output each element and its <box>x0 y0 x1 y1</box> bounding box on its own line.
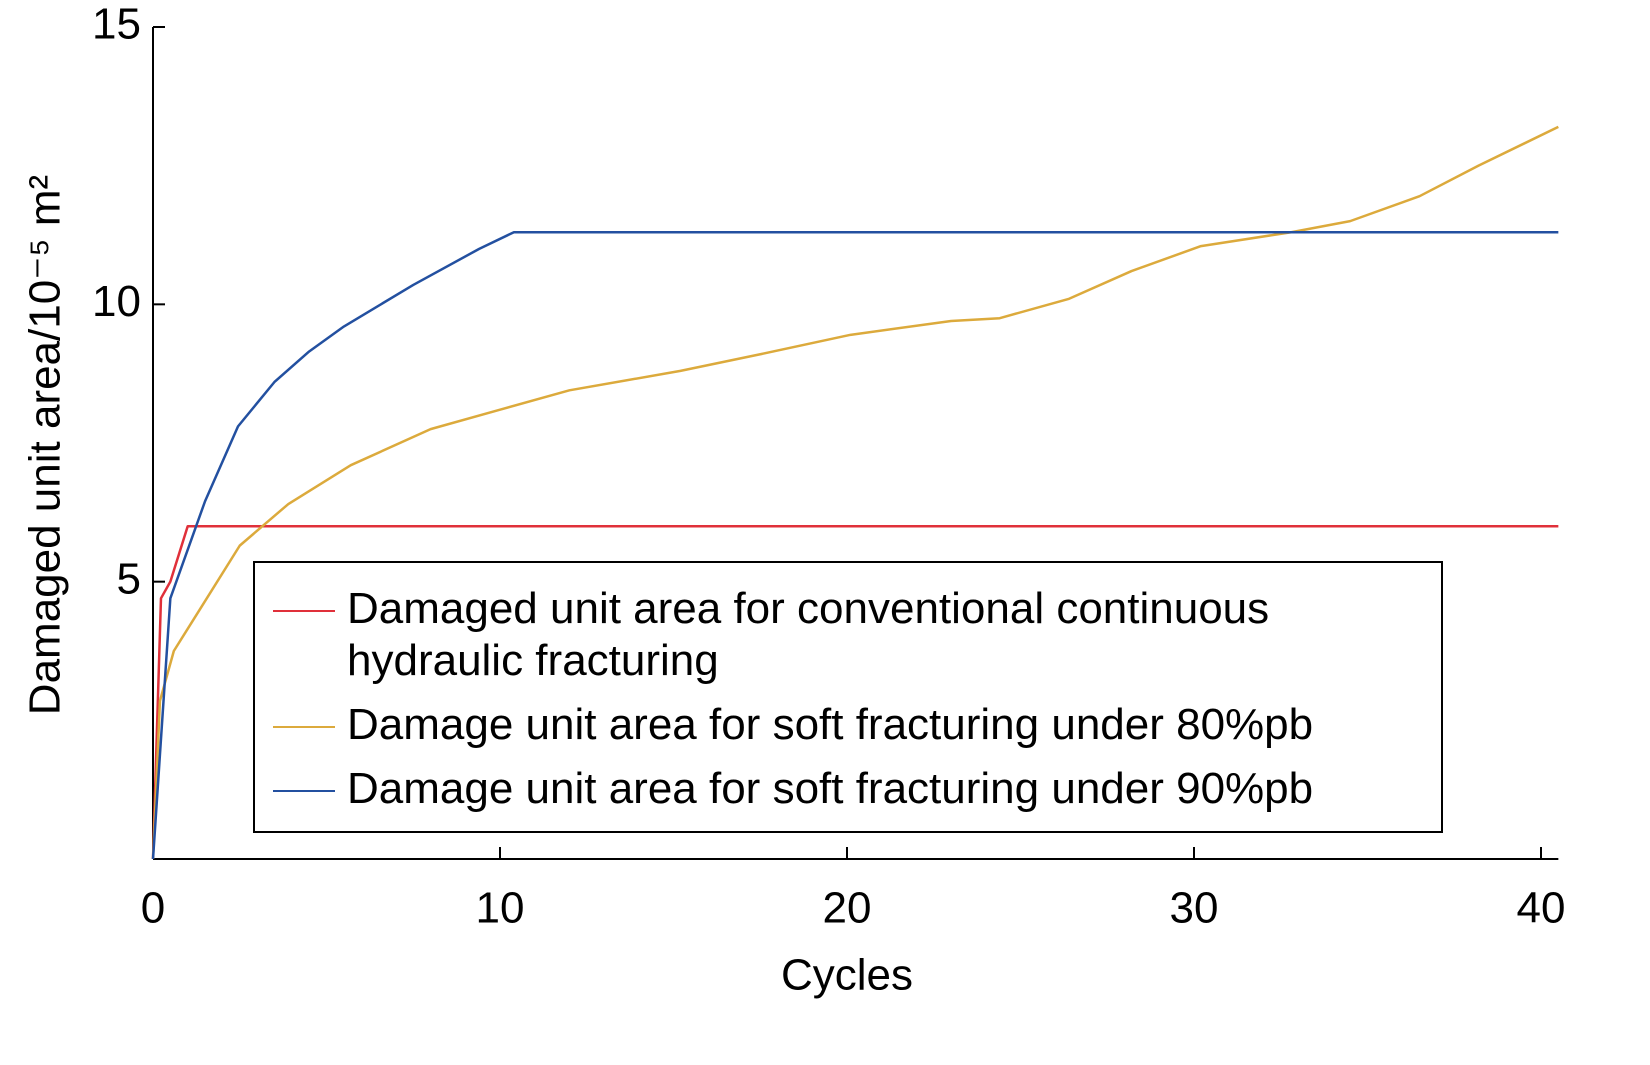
legend-entry: Damaged unit area for conventional conti… <box>273 583 1417 687</box>
x-tick-label: 20 <box>823 884 872 933</box>
line-series <box>151 125 1559 860</box>
legend-swatch <box>273 790 335 792</box>
legend-swatch <box>273 610 335 612</box>
legend-label: Damaged unit area for conventional conti… <box>347 584 1270 685</box>
x-tick-label: 30 <box>1170 884 1219 933</box>
legend-entry: Damage unit area for soft fracturing und… <box>273 699 1417 751</box>
x-tick-label: 0 <box>141 884 165 933</box>
legend-swatch <box>273 726 335 728</box>
line-series <box>151 524 1559 860</box>
legend-entry: Damage unit area for soft fracturing und… <box>273 763 1417 815</box>
legend: Damaged unit area for conventional conti… <box>253 561 1443 833</box>
y-tick-label: 5 <box>117 554 141 603</box>
x-tick-label: 10 <box>476 884 525 933</box>
y-axis-label: Damaged unit area/10⁻⁵ m² <box>21 175 70 715</box>
y-tick-label: 15 <box>92 0 141 49</box>
legend-label: Damage unit area for soft fracturing und… <box>347 700 1314 749</box>
x-tick-label: 40 <box>1517 884 1566 933</box>
legend-label: Damage unit area for soft fracturing und… <box>347 764 1314 813</box>
y-tick-label: 10 <box>92 277 141 326</box>
line-series <box>151 230 1559 860</box>
x-axis-label: Cycles <box>781 951 913 1000</box>
